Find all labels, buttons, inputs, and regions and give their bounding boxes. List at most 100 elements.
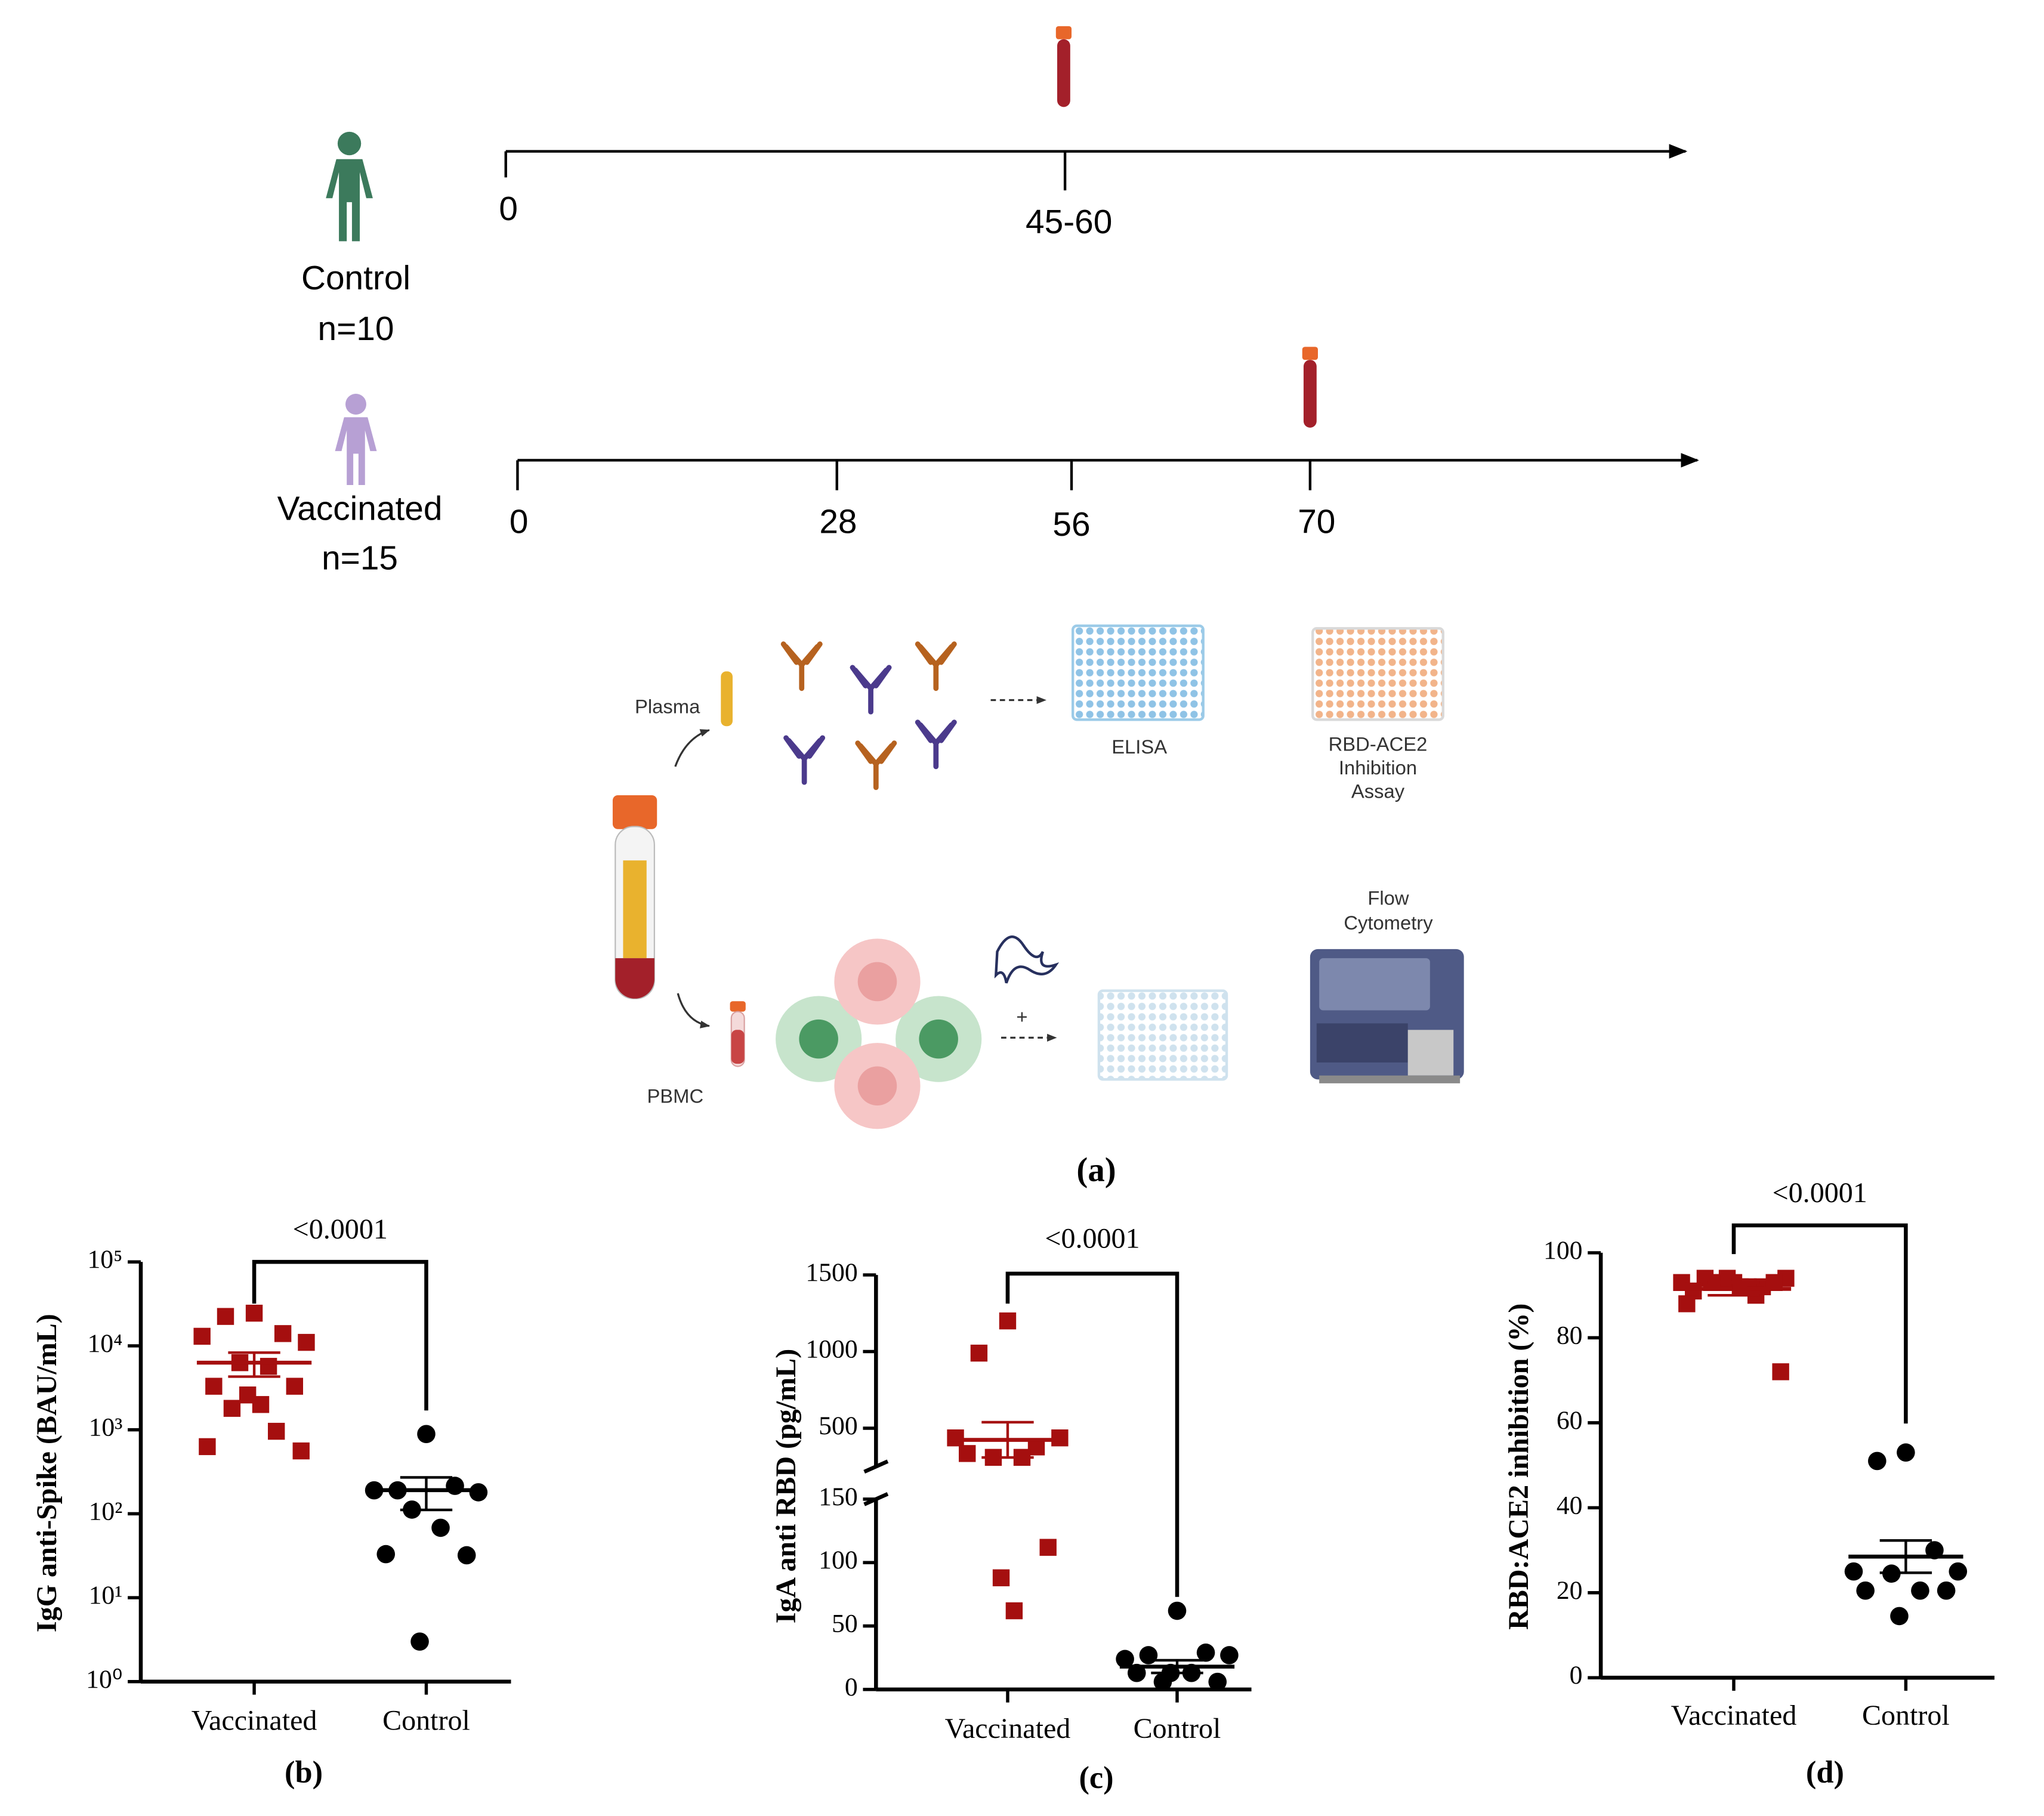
illustration bbox=[1097, 989, 1228, 1081]
data-point bbox=[1039, 1539, 1057, 1556]
illustration bbox=[1407, 1030, 1454, 1076]
data-point bbox=[298, 1333, 315, 1351]
data-point bbox=[457, 1546, 476, 1565]
data-point bbox=[1139, 1646, 1158, 1664]
data-point bbox=[1005, 1602, 1023, 1620]
data-point bbox=[1051, 1429, 1069, 1447]
error-bar bbox=[1151, 1659, 1203, 1675]
illustration bbox=[1302, 347, 1318, 428]
data-point bbox=[970, 1344, 988, 1362]
panel-label: (c) bbox=[1079, 1761, 1113, 1795]
error-bar bbox=[981, 1420, 1034, 1459]
significance-bracket bbox=[252, 1259, 428, 1411]
flow-label: Cytometry bbox=[1344, 912, 1433, 934]
y-tick-label: 10¹ bbox=[89, 1581, 123, 1610]
y-tick-label: 10⁵ bbox=[87, 1245, 122, 1274]
data-point bbox=[999, 1312, 1017, 1330]
p-value-annotation: <0.0001 bbox=[293, 1213, 388, 1245]
illustration bbox=[337, 131, 362, 156]
error-bar bbox=[400, 1476, 453, 1512]
illustration bbox=[853, 668, 889, 712]
y-tick-label: 20 bbox=[1557, 1576, 1583, 1605]
y-tick-label: 10² bbox=[89, 1497, 123, 1525]
timeline-control: 0 45-60 Control n=10 bbox=[301, 26, 1688, 348]
timeline-tick: 28 bbox=[819, 504, 857, 541]
data-point bbox=[446, 1477, 464, 1495]
illustration bbox=[615, 958, 654, 999]
y-tick-label: 1500 bbox=[805, 1258, 857, 1287]
data-point bbox=[431, 1518, 450, 1537]
p-value-annotation: <0.0001 bbox=[1045, 1222, 1140, 1254]
plasma-label: Plasma bbox=[635, 695, 700, 717]
illustration bbox=[1319, 1075, 1461, 1083]
significance-bracket bbox=[1731, 1223, 1908, 1424]
timeline-tick: 45-60 bbox=[1026, 203, 1112, 241]
illustration bbox=[1055, 26, 1072, 107]
data-point bbox=[1168, 1601, 1187, 1620]
illustration bbox=[731, 1030, 745, 1064]
timeline-tick: 0 bbox=[510, 504, 529, 541]
data-point bbox=[1196, 1643, 1215, 1662]
data-point bbox=[260, 1358, 277, 1375]
y-tick-label: 60 bbox=[1557, 1406, 1583, 1435]
workflow: Plasma ELISA RBD-ACE2 Inhibition Assay P… bbox=[612, 624, 1464, 1129]
illustration bbox=[721, 671, 733, 727]
data-point bbox=[1220, 1646, 1239, 1664]
error-bar bbox=[1708, 1281, 1760, 1297]
data-point bbox=[1937, 1581, 1956, 1600]
illustration bbox=[1319, 958, 1430, 1011]
x-tick-label: Control bbox=[1862, 1700, 1950, 1731]
data-point bbox=[1890, 1607, 1909, 1626]
illustration bbox=[677, 993, 711, 1029]
data-point bbox=[376, 1545, 396, 1564]
data-point bbox=[205, 1378, 223, 1395]
y-tick-label: 100 bbox=[819, 1546, 858, 1574]
timeline-tick: 56 bbox=[1052, 506, 1090, 543]
y-axis-label: IgA anti RBD (pg/mL) bbox=[770, 1349, 802, 1624]
illustration bbox=[799, 1019, 838, 1059]
x-tick-label: Control bbox=[382, 1705, 470, 1737]
data-point bbox=[199, 1438, 216, 1456]
data-point bbox=[417, 1425, 436, 1444]
y-axis-label: IgG anti-Spike (BAU/mL) bbox=[31, 1314, 63, 1632]
data-point bbox=[223, 1400, 241, 1417]
inhibition-label: RBD-ACE2 bbox=[1329, 733, 1428, 755]
panel-label: (b) bbox=[285, 1755, 323, 1790]
illustration bbox=[326, 159, 373, 242]
data-point bbox=[469, 1483, 488, 1502]
data-point bbox=[947, 1429, 964, 1447]
y-tick-label: 80 bbox=[1557, 1321, 1583, 1349]
p-value-annotation: <0.0001 bbox=[1773, 1177, 1867, 1209]
illustration bbox=[674, 729, 711, 767]
illustration bbox=[335, 417, 377, 485]
data-point bbox=[1208, 1672, 1227, 1691]
data-point bbox=[217, 1308, 234, 1325]
illustration bbox=[1316, 1023, 1408, 1063]
illustration bbox=[623, 860, 647, 959]
x-tick-label: Vaccinated bbox=[945, 1713, 1071, 1744]
illustration bbox=[786, 738, 823, 782]
illustration bbox=[918, 644, 954, 688]
group-label: Vaccinated bbox=[277, 490, 443, 528]
data-point bbox=[252, 1396, 270, 1413]
x-tick-label: Vaccinated bbox=[192, 1705, 317, 1737]
elisa-label: ELISA bbox=[1111, 736, 1167, 758]
illustration bbox=[858, 743, 894, 787]
group-label: Control bbox=[301, 260, 410, 297]
data-point bbox=[274, 1325, 292, 1342]
data-point bbox=[992, 1569, 1010, 1586]
illustration bbox=[612, 795, 657, 829]
y-tick-label: 10³ bbox=[89, 1413, 123, 1442]
data-point bbox=[292, 1442, 310, 1460]
timeline-vaccinated: 0 28 56 70 Vaccinated n=15 bbox=[277, 347, 1699, 577]
illustration bbox=[326, 131, 373, 242]
y-tick-label: 10⁴ bbox=[87, 1329, 122, 1358]
panel-label: (d) bbox=[1806, 1755, 1844, 1790]
timeline-tick: 70 bbox=[1298, 504, 1335, 541]
data-point bbox=[1897, 1443, 1915, 1462]
data-point bbox=[1844, 1562, 1863, 1581]
inhibition-label: Assay bbox=[1351, 780, 1405, 802]
y-tick-label: 10⁰ bbox=[86, 1665, 122, 1694]
x-tick-label: Control bbox=[1134, 1713, 1221, 1744]
